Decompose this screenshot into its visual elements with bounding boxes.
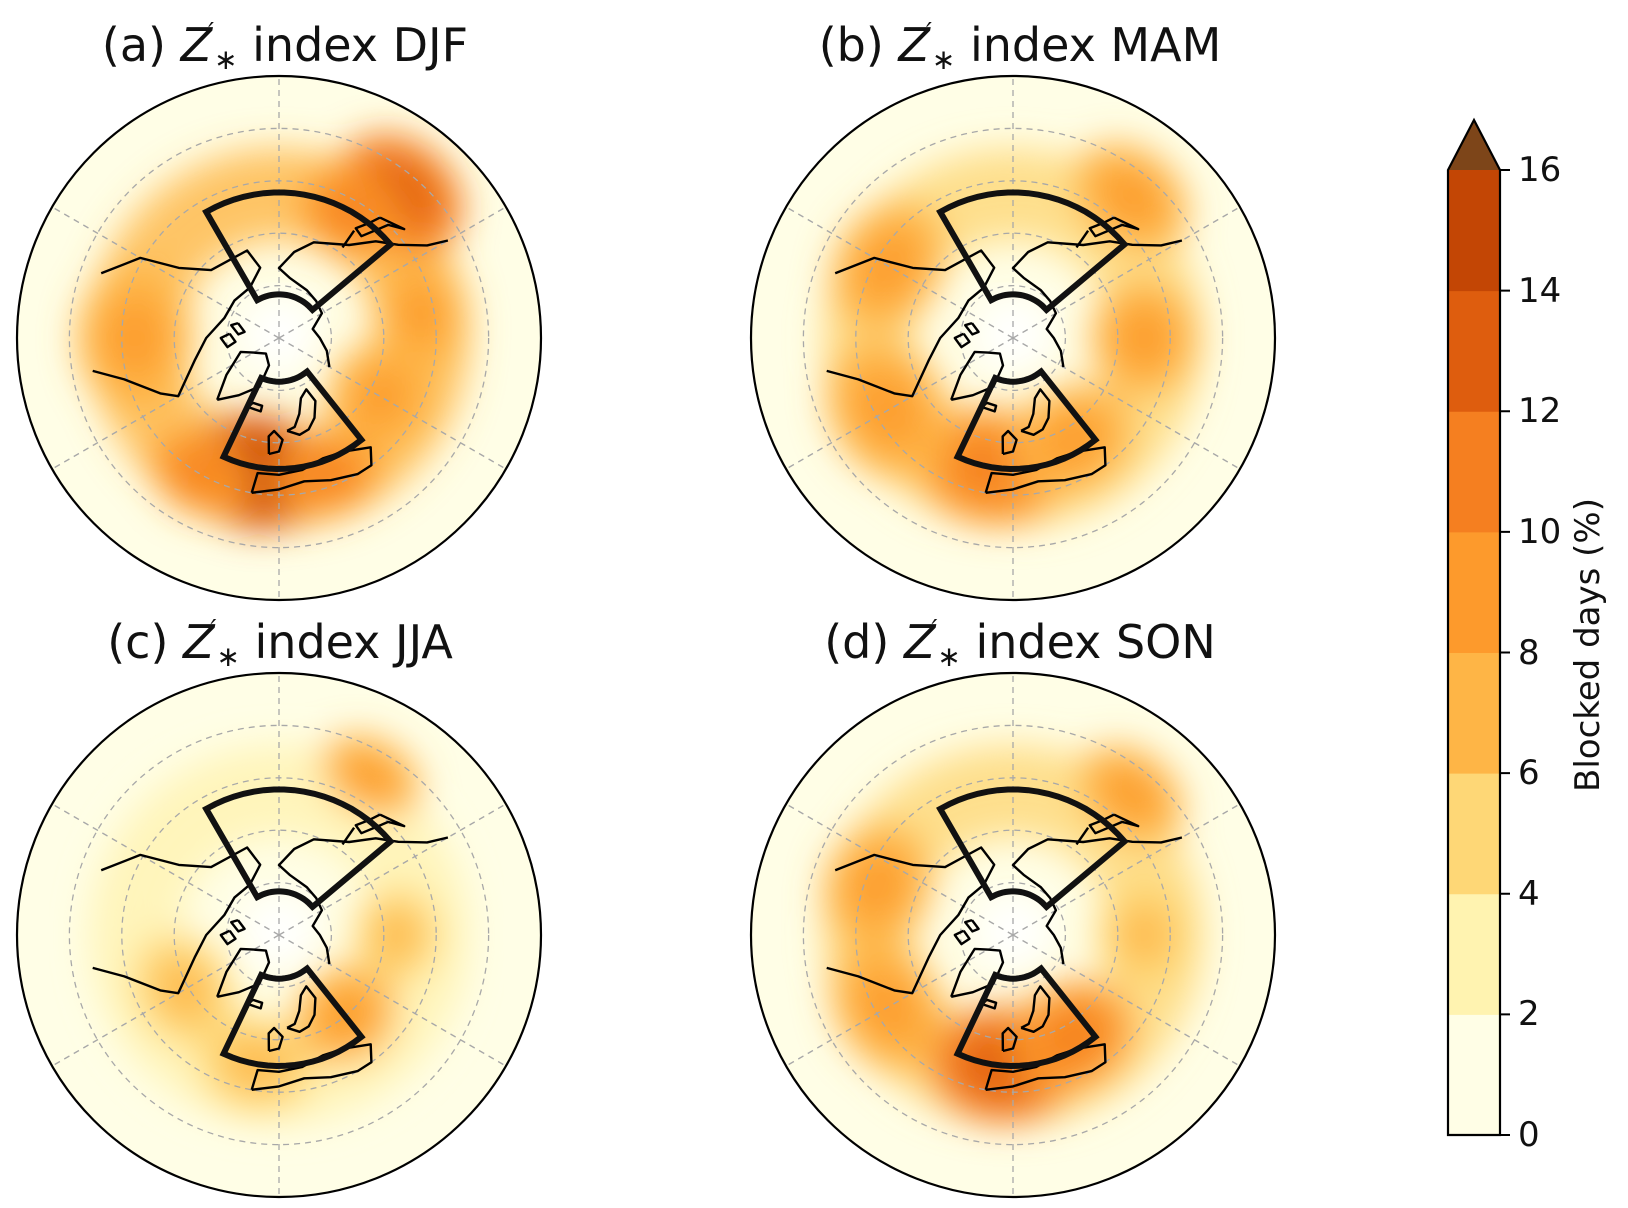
region-box-atlantic: [953, 367, 1100, 473]
colorbar-outline: [1446, 117, 1502, 1137]
colorbar-tick-label: 16: [1518, 150, 1562, 190]
colorbar-segment: [1448, 893, 1500, 1015]
map-border: [749, 671, 1277, 1199]
colorbar-segment: [1448, 170, 1500, 292]
graticule: [51, 76, 507, 600]
colorbar-extend-arrow: [1448, 120, 1500, 170]
colorbar-tick-label: 14: [1518, 270, 1562, 311]
z-index-symbol: Z′∗: [889, 615, 961, 673]
colorbar-segment: [1448, 773, 1500, 895]
graticule: [785, 76, 1241, 600]
colorbar-segment: [1448, 531, 1500, 653]
colorbar: [1446, 117, 1510, 1137]
region-box-pacific: [936, 189, 1129, 315]
z-index-symbol: Z′∗: [883, 18, 956, 76]
colorbar-tick-label: 4: [1518, 873, 1540, 914]
panel-title-b: (b) Z′∗ index MAM: [818, 18, 1222, 76]
colorbar-tick-label: 6: [1518, 753, 1540, 794]
graticule: [51, 673, 507, 1197]
map-panel-b: [749, 74, 1277, 602]
colorbar-tick-label: 12: [1518, 391, 1562, 432]
colorbar-tick-label: 2: [1518, 994, 1540, 1035]
colorbar-segment: [1448, 411, 1500, 533]
colorbar-tick-label: 10: [1518, 511, 1562, 552]
region-box-pacific: [202, 786, 395, 912]
colorbar-label: Blocked days (%): [1568, 498, 1608, 792]
map-border: [749, 74, 1277, 602]
region-box-atlantic: [219, 964, 366, 1070]
map-panel-d: [749, 671, 1277, 1199]
coastlines: [92, 813, 449, 1091]
colorbar-tick-label: 8: [1518, 632, 1540, 673]
colorbar-segment: [1448, 1014, 1500, 1136]
colorbar-segment: [1448, 652, 1500, 774]
region-box-pacific: [936, 786, 1129, 912]
z-index-symbol: Z′∗: [168, 615, 240, 673]
panel-title-c: (c) Z′∗ index JJA: [107, 615, 453, 673]
map-panel-c: [15, 671, 543, 1199]
region-box-atlantic: [953, 964, 1100, 1070]
colorbar-tick-label: 0: [1518, 1115, 1540, 1155]
region-box-atlantic: [219, 367, 366, 473]
map-border: [15, 74, 543, 602]
map-panel-a: [15, 74, 543, 602]
z-index-symbol: Z′∗: [166, 18, 238, 76]
region-box-pacific: [202, 189, 395, 315]
map-border: [15, 671, 543, 1199]
panel-title-d: (d) Z′∗ index SON: [824, 615, 1216, 673]
panel-title-a: (a) Z′∗ index DJF: [101, 18, 469, 76]
graticule: [785, 673, 1241, 1197]
colorbar-segment: [1448, 290, 1500, 412]
